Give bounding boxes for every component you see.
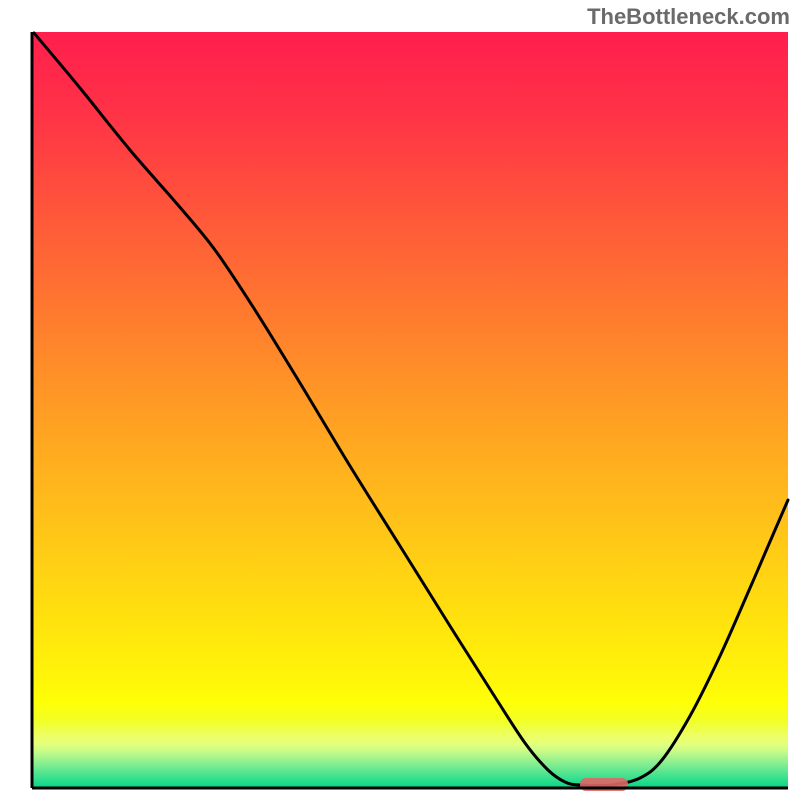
chart-container: TheBottleneck.com: [0, 0, 800, 800]
plot-area: [32, 32, 788, 788]
bottleneck-plot: [0, 0, 800, 800]
attribution-text: TheBottleneck.com: [587, 4, 790, 30]
